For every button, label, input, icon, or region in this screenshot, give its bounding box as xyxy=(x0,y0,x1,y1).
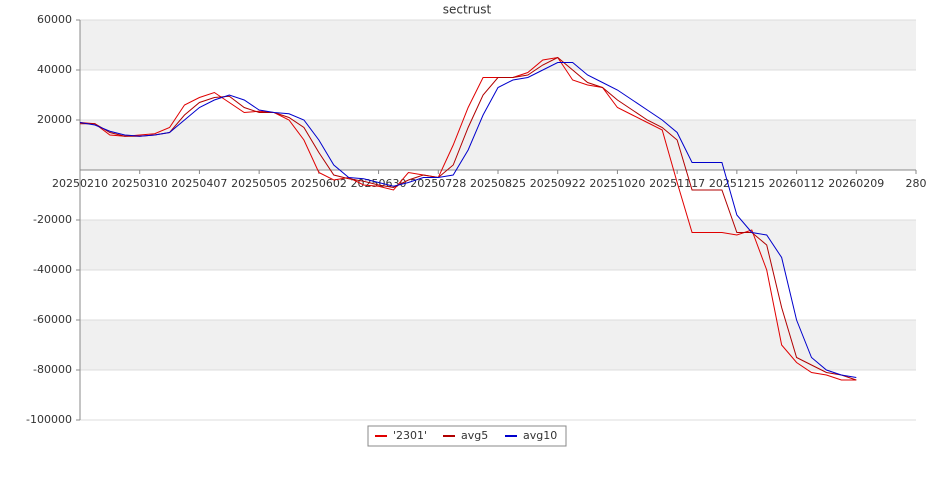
band xyxy=(80,320,916,370)
x-tick-label: 20250210 xyxy=(52,177,108,190)
x-tick-label: 20250825 xyxy=(470,177,526,190)
y-tick-label: 20000 xyxy=(37,113,72,126)
x-tick-label: 20250602 xyxy=(291,177,347,190)
x-tick-label: 20250310 xyxy=(112,177,168,190)
x-tick-label: 20250505 xyxy=(231,177,287,190)
y-tick-label: -60000 xyxy=(33,313,72,326)
series-line xyxy=(80,56,857,381)
x-tick-label: 20260112 xyxy=(769,177,825,190)
y-tick-label: -80000 xyxy=(33,363,72,376)
legend-box xyxy=(367,425,567,447)
legend-label: avg10 xyxy=(523,429,557,442)
band xyxy=(80,220,916,270)
y-tick-label: -100000 xyxy=(26,413,72,426)
chart-title: sectrust xyxy=(443,3,492,17)
x-tick-label: 20250630 xyxy=(351,177,407,190)
series-line xyxy=(79,62,857,378)
x-tick-label: 20260209 xyxy=(828,177,884,190)
x-tick-label: 280 xyxy=(906,177,927,190)
y-tick-label: 60000 xyxy=(37,13,72,26)
legend-label: '2301' xyxy=(393,429,427,442)
x-tick-label: 20251020 xyxy=(589,177,645,190)
y-tick-label: -20000 xyxy=(33,213,72,226)
x-tick-label: 20250407 xyxy=(171,177,227,190)
x-tick-label: 20250728 xyxy=(410,177,466,190)
y-tick-label: -40000 xyxy=(33,263,72,276)
y-tick-label: 40000 xyxy=(37,63,72,76)
x-tick-label: 20251215 xyxy=(709,177,765,190)
legend-label: avg5 xyxy=(461,429,488,442)
band xyxy=(80,20,916,70)
band xyxy=(80,120,916,170)
series-line xyxy=(79,56,857,381)
x-tick-label: 20250922 xyxy=(530,177,586,190)
